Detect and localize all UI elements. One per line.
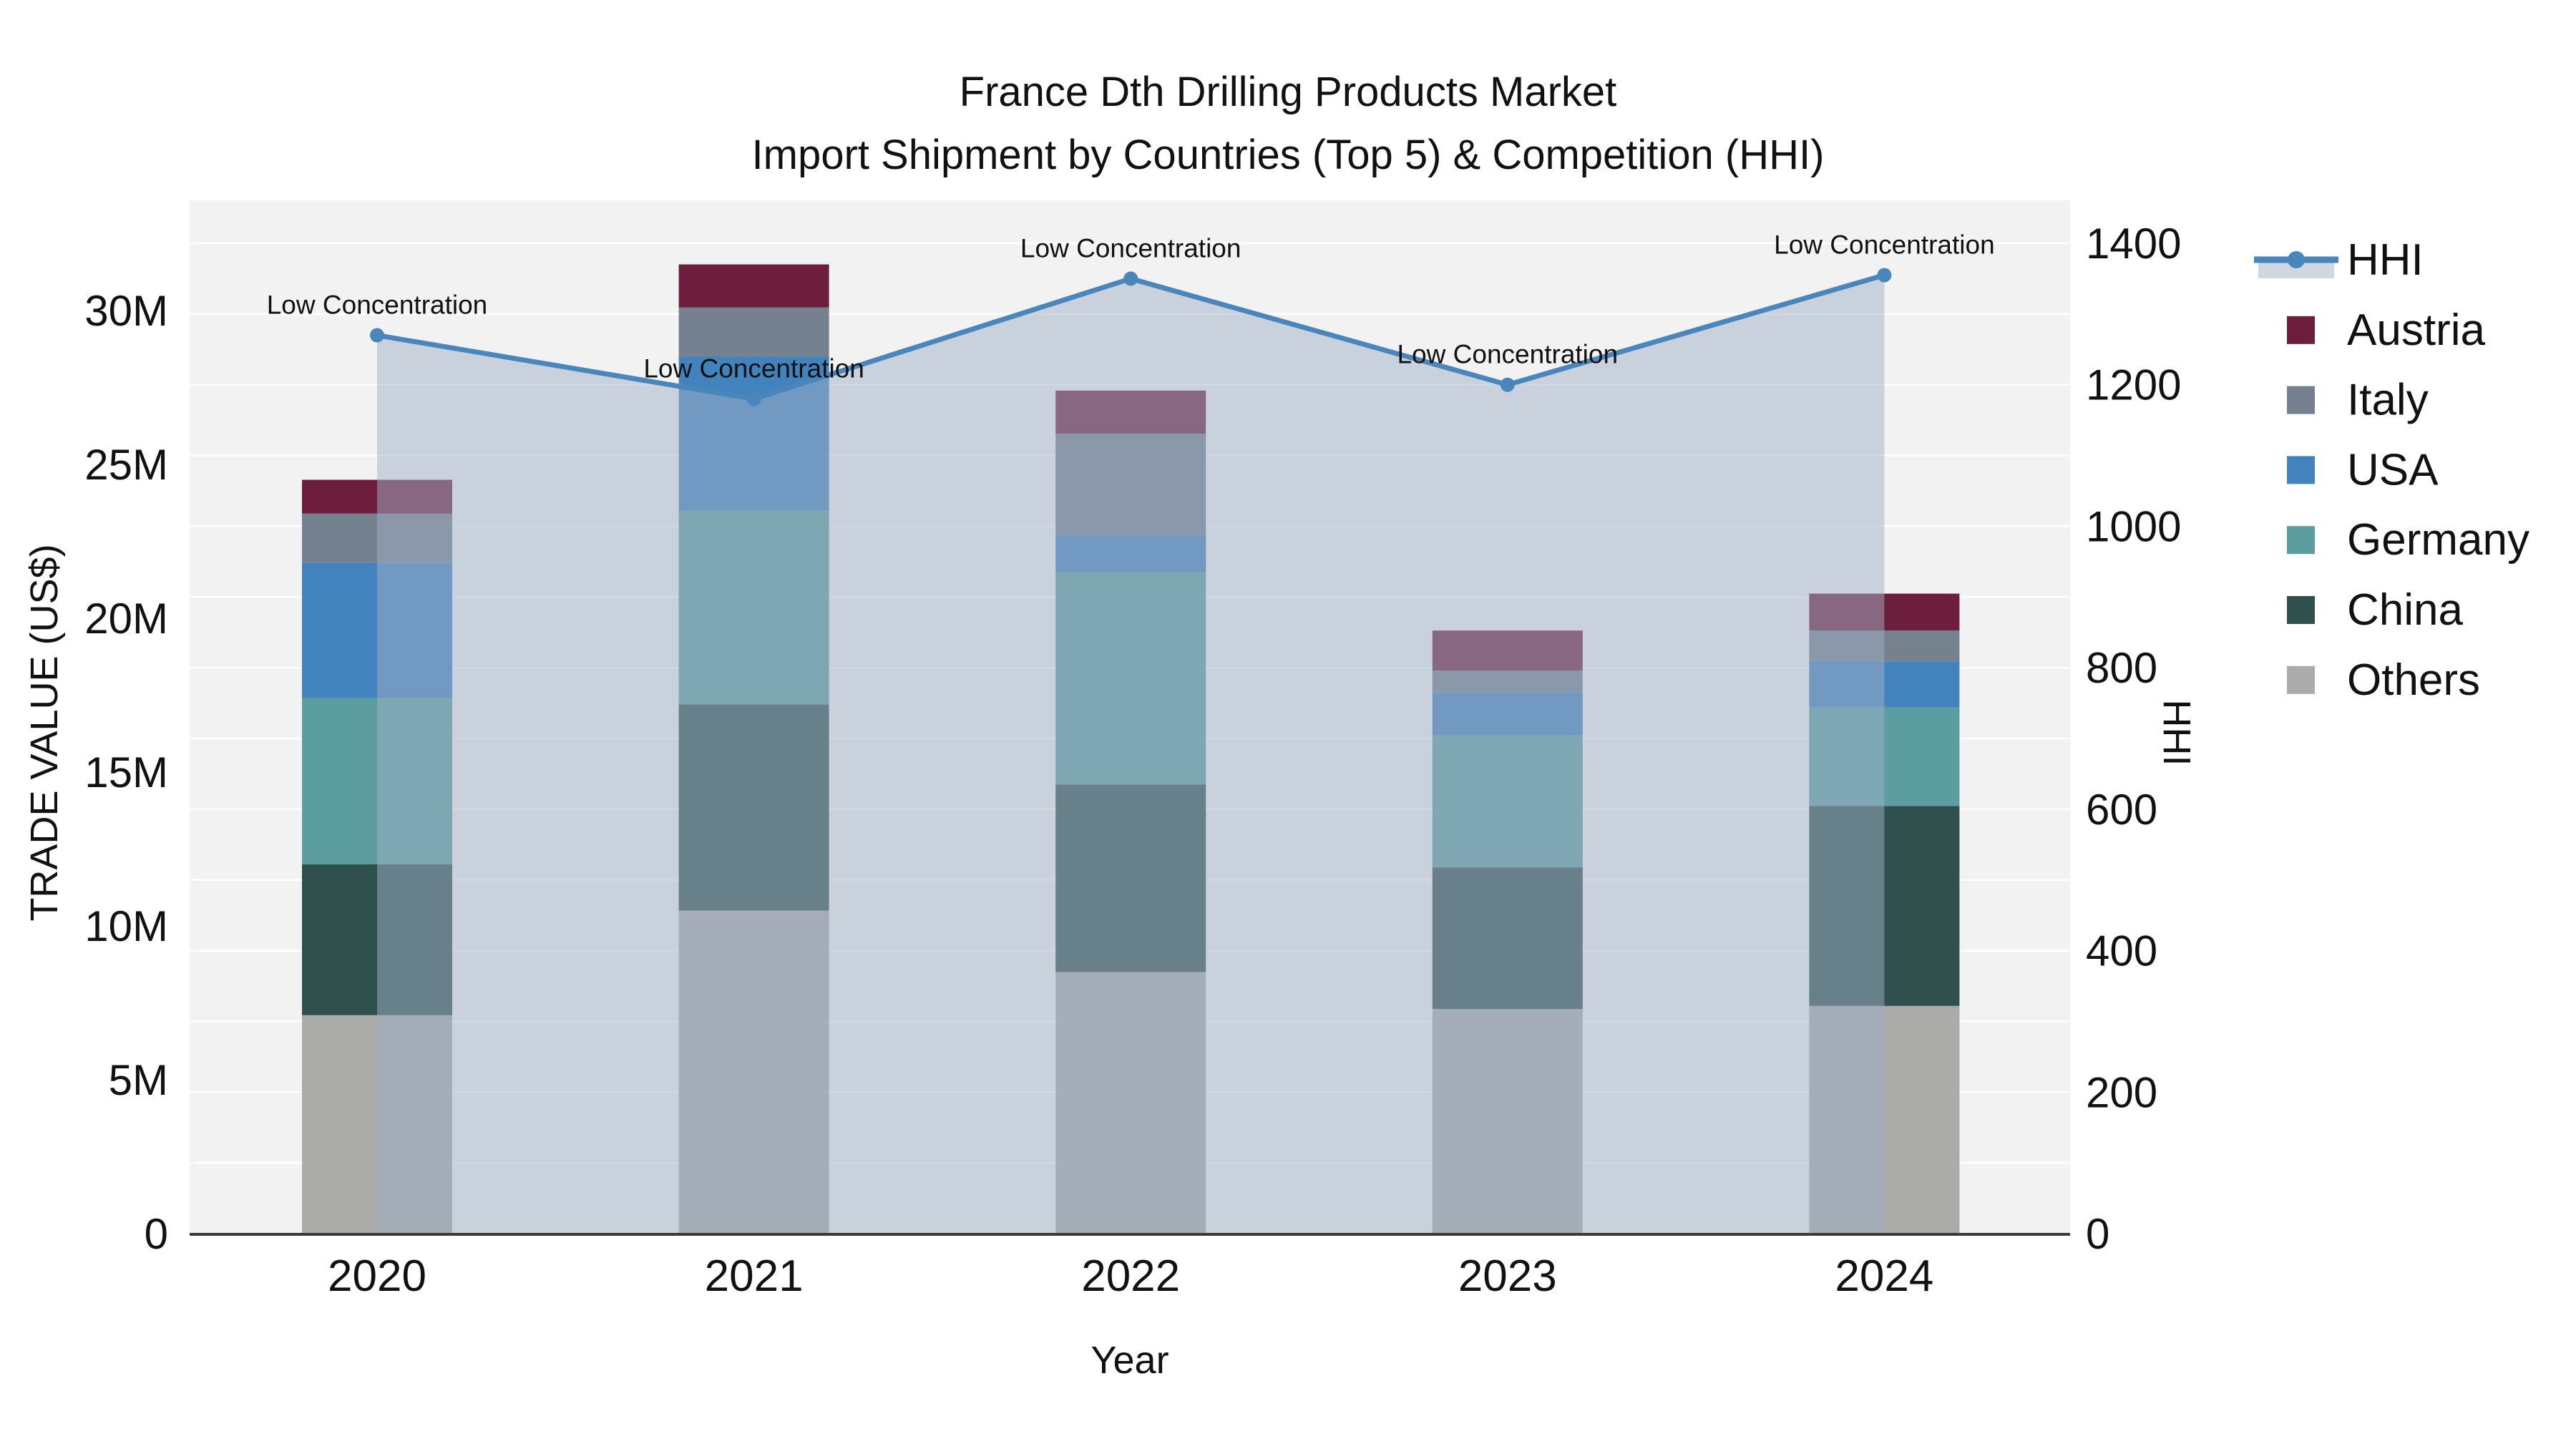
chart-title-line1: France Dth Drilling Products Market [959, 69, 1617, 115]
legend-swatch-usa [2287, 456, 2315, 484]
legend-swatch-china [2287, 596, 2315, 624]
y-right-tick: 400 [2086, 927, 2157, 975]
annotation-2024: Low Concentration [1774, 230, 1995, 259]
legend-label-germany: Germany [2347, 515, 2529, 565]
y-right-tick: 200 [2086, 1068, 2157, 1116]
legend-item-usa[interactable]: USA [2287, 445, 2439, 494]
legend-label-others: Others [2347, 655, 2480, 705]
y-right-tick: 0 [2086, 1210, 2109, 1258]
legend-label-hhi: HHI [2347, 235, 2424, 285]
y-left-tick: 30M [84, 287, 168, 335]
hhi-area-fill [377, 275, 1885, 1234]
y-left-tick: 25M [84, 441, 168, 489]
x-tick-2020: 2020 [328, 1252, 426, 1301]
y-left-tick: 20M [84, 595, 168, 643]
legend-label-usa: USA [2347, 445, 2439, 494]
x-tick-2023: 2023 [1458, 1252, 1557, 1301]
x-tick-2021: 2021 [705, 1252, 804, 1301]
y-left-tick: 0 [145, 1210, 168, 1258]
bar-segment-2021-italy[interactable] [678, 307, 829, 357]
y-left-tick: 10M [84, 902, 168, 950]
annotation-2021: Low Concentration [643, 353, 864, 383]
legend-swatch-others [2287, 665, 2315, 694]
hhi-point-2021[interactable] [746, 391, 761, 406]
legend-item-hhi[interactable]: HHI [2254, 235, 2424, 285]
legend-hhi-marker [2288, 251, 2305, 268]
legend-swatch-italy [2287, 386, 2315, 414]
y-right-tick: 1200 [2086, 361, 2181, 409]
legend-item-italy[interactable]: Italy [2287, 376, 2429, 425]
x-tick-2024: 2024 [1835, 1252, 1933, 1301]
hhi-point-2024[interactable] [1877, 268, 1892, 283]
y-axis-title-left: TRADE VALUE (US$) [23, 544, 66, 922]
legend-label-china: China [2347, 585, 2464, 635]
y-right-tick: 600 [2086, 786, 2157, 834]
y-left-tick: 15M [84, 748, 168, 796]
annotation-2023: Low Concentration [1397, 340, 1619, 369]
bar-segment-2021-austria[interactable] [678, 264, 829, 308]
legend-label-italy: Italy [2347, 376, 2429, 425]
annotation-2020: Low Concentration [267, 291, 488, 320]
legend-item-china[interactable]: China [2287, 585, 2464, 635]
legend-swatch-austria [2287, 316, 2315, 344]
y-right-tick: 1400 [2086, 220, 2181, 268]
legend-label-austria: Austria [2347, 306, 2485, 355]
hhi-point-2023[interactable] [1500, 377, 1515, 392]
hhi-point-2022[interactable] [1123, 271, 1138, 286]
legend-item-germany[interactable]: Germany [2287, 515, 2529, 565]
chart-title-line2: Import Shipment by Countries (Top 5) & C… [751, 132, 1825, 178]
x-tick-2022: 2022 [1081, 1252, 1180, 1301]
annotation-2022: Low Concentration [1020, 233, 1241, 263]
y-right-tick: 1000 [2086, 502, 2181, 550]
legend-swatch-germany [2287, 526, 2315, 555]
legend-item-others[interactable]: Others [2287, 655, 2480, 705]
y-left-tick: 5M [109, 1056, 168, 1104]
legend-item-austria[interactable]: Austria [2287, 306, 2485, 355]
hhi-point-2020[interactable] [370, 328, 384, 343]
y-right-tick: 800 [2086, 644, 2157, 692]
x-axis-title: Year [1091, 1339, 1169, 1382]
y-axis-title-right: HHI [2155, 699, 2198, 766]
